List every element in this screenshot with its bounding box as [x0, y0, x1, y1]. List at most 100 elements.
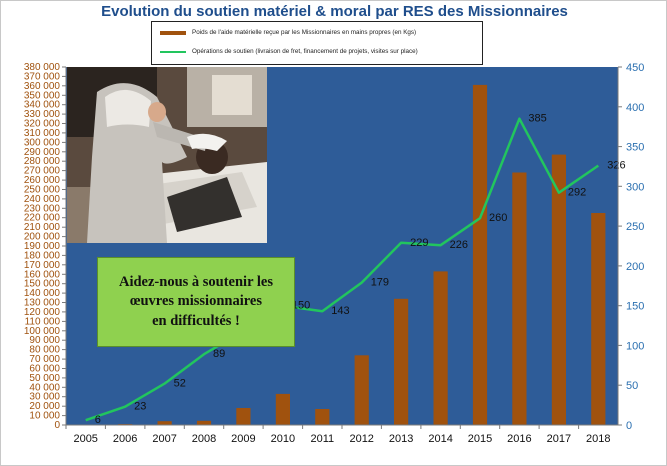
data-label: 23 — [134, 401, 146, 413]
right-tick-label: 450 — [626, 62, 644, 74]
x-tick-label: 2016 — [507, 433, 531, 445]
x-tick-label: 2007 — [152, 433, 176, 445]
left-tick-label: 340 000 — [24, 100, 61, 111]
legend-bar-label: Poids de l'aide matérielle reçue par les… — [192, 29, 417, 36]
left-tick-label: 330 000 — [24, 109, 61, 120]
left-tick-label: 150 000 — [24, 279, 61, 290]
left-tick-label: 50 000 — [29, 373, 60, 384]
left-tick-label: 290 000 — [24, 147, 61, 158]
legend-line-swatch — [160, 50, 186, 53]
left-tick-label: 280 000 — [24, 156, 61, 167]
legend-item-bars: Poids de l'aide matérielle reçue par les… — [160, 29, 416, 36]
left-tick-label: 20 000 — [29, 401, 60, 412]
chart-legend: Poids de l'aide matérielle reçue par les… — [151, 21, 483, 65]
left-tick-label: 40 000 — [29, 382, 60, 393]
left-tick-label: 210 000 — [24, 222, 61, 233]
legend-item-line: Opérations de soutien (livraison de fret… — [160, 48, 418, 55]
legend-line-label: Opérations de soutien (livraison de fret… — [192, 48, 418, 55]
bar — [354, 355, 369, 425]
bar — [157, 421, 172, 425]
bar-series — [118, 84, 606, 426]
bar — [512, 172, 527, 425]
chart-title: Evolution du soutien matériel & moral pa… — [101, 3, 568, 20]
data-label: 143 — [331, 305, 349, 317]
bar — [394, 298, 409, 425]
right-tick-label: 250 — [626, 221, 644, 233]
right-tick-label: 200 — [626, 261, 644, 273]
x-tick-label: 2008 — [192, 433, 216, 445]
data-label: 6 — [95, 414, 101, 426]
left-tick-label: 300 000 — [24, 137, 61, 148]
left-tick-label: 250 000 — [24, 185, 61, 196]
x-tick-label: 2010 — [271, 433, 295, 445]
left-tick-label: 360 000 — [24, 81, 61, 92]
left-tick-label: 180 000 — [24, 250, 61, 261]
data-label: 326 — [607, 160, 625, 172]
left-tick-label: 30 000 — [29, 392, 60, 403]
data-label: 226 — [450, 239, 468, 251]
left-tick-label: 190 000 — [24, 241, 61, 252]
left-tick-label: 80 000 — [29, 345, 60, 356]
bar — [315, 409, 330, 425]
left-tick-label: 310 000 — [24, 128, 61, 139]
photo-illustration — [67, 67, 267, 243]
right-tick-label: 350 — [626, 142, 644, 154]
x-tick-label: 2006 — [113, 433, 137, 445]
x-tick-label: 2012 — [349, 433, 373, 445]
x-tick-label: 2013 — [389, 433, 413, 445]
x-tick-label: 2014 — [428, 433, 452, 445]
left-tick-label: 380 000 — [24, 62, 61, 73]
left-tick-label: 100 000 — [24, 326, 61, 337]
right-tick-label: 400 — [626, 102, 644, 114]
left-tick-label: 320 000 — [24, 119, 61, 130]
left-tick-label: 230 000 — [24, 203, 61, 214]
x-tick-label: 2009 — [231, 433, 255, 445]
series-line — [85, 117, 600, 422]
data-label: 260 — [489, 212, 507, 224]
left-tick-label: 90 000 — [29, 335, 60, 346]
left-tick-label: 170 000 — [24, 260, 61, 271]
left-tick-label: 70 000 — [29, 354, 60, 365]
left-tick-label: 370 000 — [24, 71, 61, 82]
x-tick-label: 2011 — [310, 433, 334, 445]
x-tick-label: 2005 — [73, 433, 97, 445]
x-tick-label: 2015 — [468, 433, 492, 445]
photo-nun-caring-for-patient — [67, 67, 267, 243]
x-tick-label: 2017 — [547, 433, 571, 445]
left-tick-label: 160 000 — [24, 269, 61, 280]
data-label: 385 — [528, 113, 546, 125]
bar — [236, 408, 251, 425]
x-tick-label: 2018 — [586, 433, 610, 445]
bar — [275, 393, 290, 425]
callout-box: Aidez-nous à soutenir les œuvres mission… — [97, 257, 295, 347]
legend-bar-swatch — [160, 30, 186, 35]
left-tick-label: 130 000 — [24, 298, 61, 309]
left-tick-label: 120 000 — [24, 307, 61, 318]
right-tick-label: 0 — [626, 420, 632, 432]
data-label: 52 — [174, 378, 186, 390]
data-label: 89 — [213, 348, 225, 360]
data-label: 179 — [371, 277, 389, 289]
left-tick-label: 270 000 — [24, 166, 61, 177]
bar — [196, 420, 212, 425]
left-tick-label: 10 000 — [29, 411, 60, 422]
right-axis: 0 50 100 150 200 250 300 350 400 450 — [617, 62, 644, 432]
data-label: 292 — [568, 187, 586, 199]
left-tick-label: 350 000 — [24, 90, 61, 101]
bar — [433, 271, 448, 425]
left-tick-label: 220 000 — [24, 213, 61, 224]
bar — [472, 84, 488, 426]
left-tick-label: 60 000 — [29, 364, 60, 375]
data-label: 150 — [292, 300, 310, 312]
x-axis: 2005 2006 2007 2008 2009 2010 2011 2012 2013 2014… — [65, 424, 618, 445]
right-tick-label: 150 — [626, 301, 644, 313]
bar — [551, 154, 566, 425]
left-tick-label: 260 000 — [24, 175, 61, 186]
left-tick-label: 140 000 — [24, 288, 61, 299]
left-tick-label: 240 000 — [24, 194, 61, 205]
callout-text: Aidez-nous à soutenir les œuvres mission… — [118, 273, 273, 329]
data-label: 229 — [410, 237, 428, 249]
left-tick-label: 200 000 — [24, 232, 61, 243]
